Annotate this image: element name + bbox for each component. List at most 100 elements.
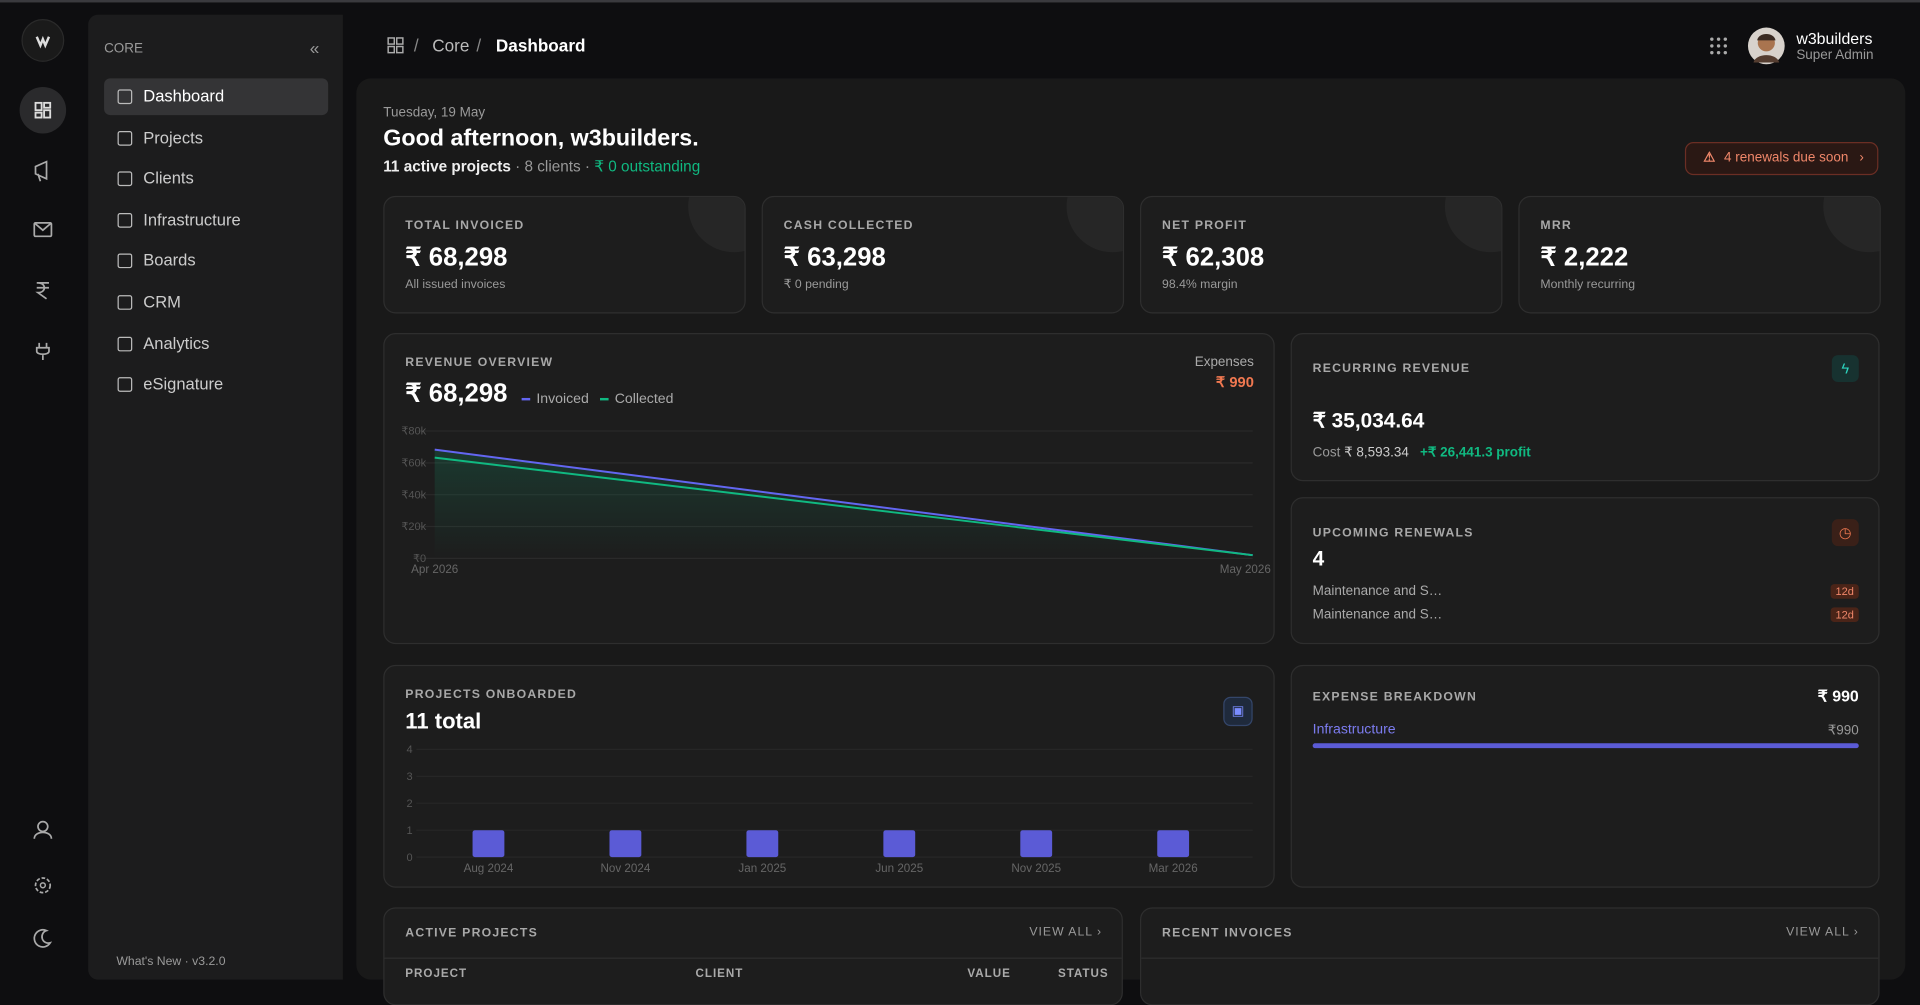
kpi-note: ₹ 0 pending: [783, 277, 849, 292]
version-link[interactable]: What's New · v3.2.0: [116, 955, 226, 969]
x-tick-label: Mar 2026: [1149, 862, 1198, 875]
nav-item[interactable]: Dashboard: [104, 78, 329, 116]
nav-label: eSignature: [143, 374, 224, 394]
rail-settings[interactable]: [34, 877, 52, 894]
x-tick-label: Aug 2024: [464, 862, 514, 875]
rail-settings-hub: [39, 882, 47, 889]
rail-finance[interactable]: [35, 282, 49, 300]
expenses-value: ₹ 990: [1215, 373, 1254, 391]
breadcrumb-item[interactable]: Core: [432, 35, 470, 56]
view-all[interactable]: VIEW ALL ›: [1029, 925, 1103, 940]
expense-bar: [1312, 743, 1859, 749]
bar: [1020, 830, 1053, 858]
apps-button[interactable]: [1709, 37, 1728, 55]
sidebar: CORE « What's New · v3.2.0 Dashboard Proj…: [88, 14, 343, 980]
renewal-due: 12d: [1830, 607, 1859, 623]
logo-mark: [35, 35, 51, 49]
y-tick-label: 1: [407, 825, 413, 837]
sidebar-section: CORE: [104, 41, 143, 57]
kpi-label: NET PROFIT: [1162, 219, 1248, 233]
projects-total: 11 total: [405, 708, 482, 734]
nav-icon: [117, 377, 133, 393]
active-projects-card: ACTIVE PROJECTS VIEW ALL › PROJECT CLIENT…: [383, 907, 1123, 1005]
y-tick-label: ₹40k: [401, 489, 426, 501]
recent-invoices-card: RECENT INVOICES VIEW ALL ›: [1140, 907, 1880, 1005]
line: [434, 456, 1253, 557]
kpi-note: 98.4% margin: [1162, 277, 1238, 292]
nav-label: Dashboard: [143, 86, 225, 106]
recurring-value: ₹ 35,034.64: [1312, 408, 1425, 433]
kpi-card: NET PROFIT ₹ 62,308 98.4% margin: [1140, 195, 1503, 314]
nav-icon: [117, 212, 133, 228]
kpi-value: ₹ 2,222: [1540, 243, 1629, 272]
kpi-note: Monthly recurring: [1540, 277, 1636, 292]
divider: [1141, 957, 1879, 959]
bar: [609, 830, 642, 858]
line: [434, 448, 1253, 557]
avatar[interactable]: [1747, 27, 1785, 65]
nav-item[interactable]: Infrastructure: [104, 202, 328, 239]
alert-text: 4 renewals due soon: [1724, 150, 1849, 166]
renewals-card: UPCOMING RENEWALS ◷ 4 Maintenance and S……: [1290, 497, 1880, 645]
collapse-button[interactable]: «: [309, 37, 320, 58]
legend-swatch: [521, 397, 531, 401]
nav-item[interactable]: Projects: [104, 120, 328, 157]
icon-rail: [0, 0, 88, 994]
projects-icon: ▣: [1223, 696, 1253, 727]
rail-profile-body: [33, 831, 53, 839]
y-tick-label: ₹20k: [401, 521, 426, 533]
kpi-decor: [1444, 197, 1502, 253]
nav-label: Clients: [143, 169, 194, 188]
rail-dashboard[interactable]: [19, 86, 67, 134]
nav-item[interactable]: Analytics: [104, 325, 328, 362]
rail-dashboard-icon: [34, 101, 52, 119]
x-tick-label: May 2026: [1220, 563, 1271, 576]
kpi-card: CASH COLLECTED ₹ 63,298 ₹ 0 pending: [761, 195, 1125, 314]
rail-campaigns[interactable]: [34, 160, 48, 182]
column-header: STATUS: [1057, 967, 1109, 981]
summary: 11 active projects · 8 clients · ₹ 0 out…: [383, 157, 700, 175]
rail-profile[interactable]: [37, 820, 49, 833]
y-tick-label: 3: [407, 771, 413, 783]
card-title: RECURRING REVENUE: [1312, 362, 1471, 376]
rail-integrations[interactable]: [35, 342, 50, 361]
expenses-label: Expenses: [1194, 355, 1254, 370]
card-title: REVENUE OVERVIEW: [405, 356, 554, 370]
breadcrumb-current: Dashboard: [495, 35, 586, 56]
nav-item[interactable]: CRM: [104, 284, 328, 321]
kpi-card: TOTAL INVOICED ₹ 68,298 All issued invoice…: [383, 195, 746, 314]
revenue-total: ₹ 68,298: [405, 379, 508, 408]
column-header: CLIENT: [695, 967, 744, 981]
y-tick-label: ₹0: [413, 553, 426, 565]
nav-label: Projects: [143, 128, 203, 147]
renewal-alert[interactable]: ⚠ 4 renewals due soon ›: [1684, 142, 1879, 176]
kpi-decor: [1823, 197, 1880, 253]
renewal-name: Maintenance and S…: [1312, 607, 1443, 623]
view-all[interactable]: VIEW ALL ›: [1786, 925, 1859, 940]
rail-theme[interactable]: [33, 928, 53, 948]
nav-item[interactable]: eSignature: [104, 366, 328, 403]
nav-icon: [117, 171, 133, 187]
y-tick-label: ₹80k: [401, 426, 426, 438]
user-role: Super Admin: [1796, 47, 1874, 63]
x-tick-label: Apr 2026: [411, 563, 458, 576]
kpi-value: ₹ 63,298: [783, 243, 886, 272]
nav-label: Analytics: [143, 333, 210, 353]
nav-item[interactable]: Clients: [104, 161, 328, 198]
legend-label: Invoiced: [536, 391, 589, 407]
cost-label: Cost: [1312, 445, 1341, 461]
rail-mail[interactable]: [33, 222, 53, 238]
breadcrumb-home[interactable]: [387, 37, 404, 54]
bar: [883, 830, 916, 858]
divider: [384, 957, 1122, 959]
bar: [472, 830, 505, 858]
expense-card: EXPENSE BREAKDOWN ₹ 990 Infrastructure ₹9…: [1290, 664, 1880, 888]
summary-clients: · 8 clients ·: [515, 157, 591, 176]
nav-item[interactable]: Boards: [104, 243, 328, 280]
kpi-value: ₹ 68,298: [405, 243, 508, 272]
recurring-cost: Cost ₹ 8,593.34 +₹ 26,441.3 profit: [1312, 444, 1531, 461]
x-tick-label: Nov 2025: [1011, 862, 1061, 875]
